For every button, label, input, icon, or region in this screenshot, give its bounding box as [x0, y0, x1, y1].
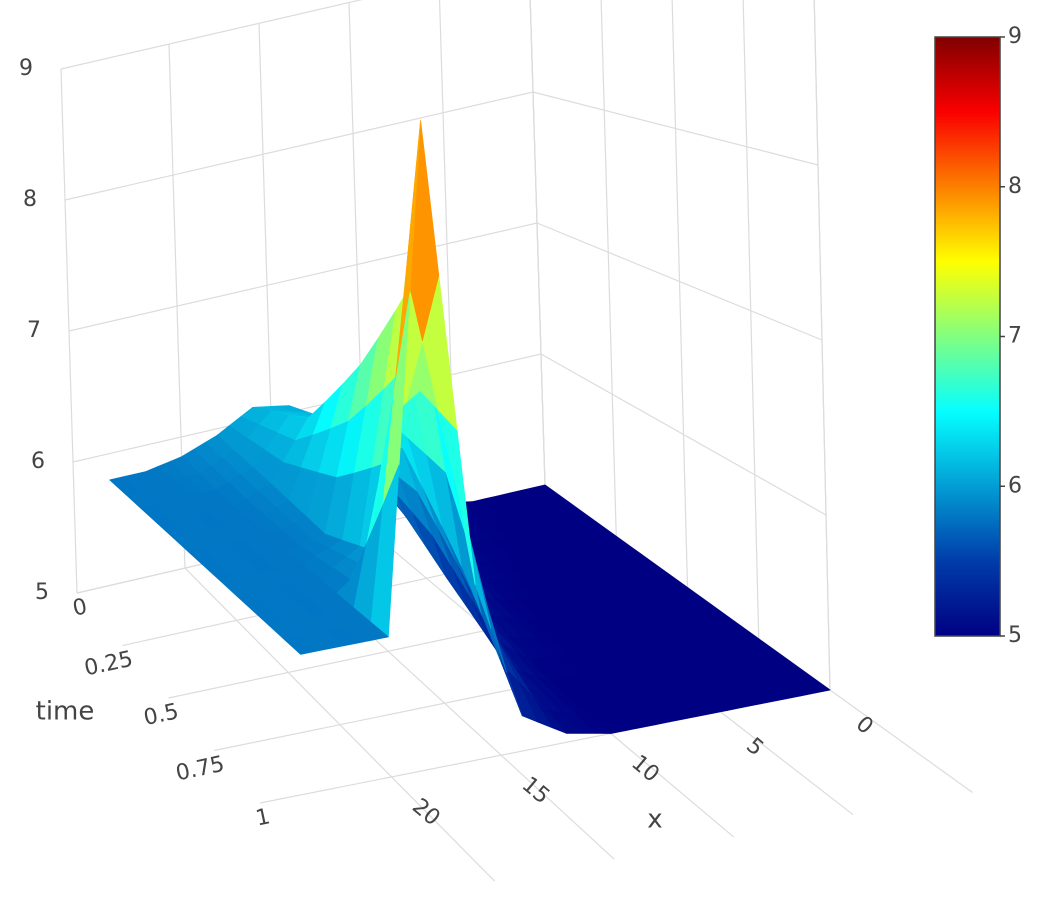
surface-patch	[284, 636, 316, 655]
surface	[109, 120, 831, 734]
colorbar-tick-label: 6	[1008, 473, 1022, 498]
z-grid-line	[60, 0, 363, 70]
z-grid-line	[72, 353, 542, 463]
y-axis-title: time	[36, 697, 95, 727]
colorbar-tick-label: 5	[1008, 623, 1022, 648]
y-grid-line	[529, 0, 546, 486]
y-tick-label: 0	[71, 594, 90, 621]
z-grid-line	[64, 91, 534, 201]
y-grid-line	[671, 0, 689, 588]
x-tick-label: 5	[741, 733, 768, 761]
x-tick-label: 0	[851, 712, 878, 740]
colorbar-tick-label: 8	[1008, 174, 1022, 199]
z-tick-label: 6	[31, 449, 45, 474]
x-axis-title: x	[647, 805, 662, 835]
y-tick-label: 1	[254, 804, 273, 831]
y-grid-line	[600, 0, 617, 537]
y-grid-line	[742, 0, 760, 639]
colorbar-gradient	[934, 36, 1001, 637]
z-tick-label: 5	[35, 580, 49, 605]
y-grid-line	[813, 0, 831, 691]
x-tick-label: 15	[517, 772, 555, 809]
axes-walls	[60, 0, 973, 882]
colorbar: 5 6 7 8 9	[934, 24, 1022, 648]
y-tick-label: 0.25	[82, 647, 135, 682]
z-tick-label: 7	[27, 318, 41, 343]
y-tick-label: 0.5	[142, 699, 181, 731]
colorbar-tick-label: 9	[1008, 24, 1022, 49]
x-tick-label: 10	[626, 751, 664, 788]
z-tick-label: 9	[19, 56, 33, 81]
y-tick-label: 0.75	[174, 752, 227, 787]
z-tick-label: 8	[23, 187, 37, 212]
colorbar-tick-label: 7	[1008, 324, 1022, 349]
z-grid-line	[68, 222, 538, 332]
